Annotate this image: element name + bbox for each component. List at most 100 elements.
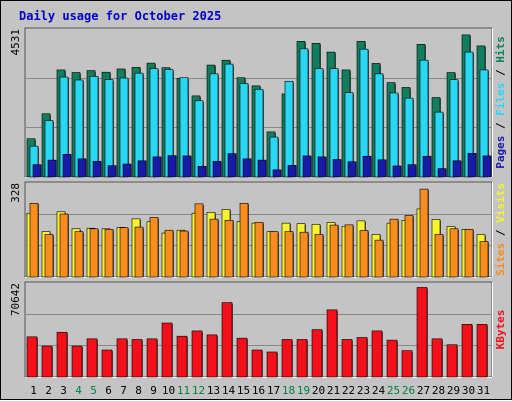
bar-pages [152,156,162,178]
x-tick-label: 1 [30,384,37,397]
bar-kbytes [326,309,338,378]
x-tick-label: 31 [477,384,490,397]
bar-files [194,100,204,178]
bar-sites [374,239,384,278]
x-tick-label: 11 [177,384,190,397]
bar-kbytes [356,337,368,378]
bar-sites [104,229,114,278]
x-tick-label: 25 [387,384,400,397]
legend-visits: Visits [494,183,507,223]
bar-pages [77,158,87,178]
x-tick-label: 8 [135,384,142,397]
bar-pages [122,163,132,178]
x-tick-label: 15 [237,384,250,397]
legend-hits-files-pages: Pages / Files / Hits [494,36,507,169]
x-tick-label: 14 [222,384,236,397]
bar-kbytes [281,339,293,378]
bar-files [389,92,399,178]
bar-pages [137,160,147,178]
bar-sites [314,234,324,278]
bar-kbytes [56,331,68,378]
bar-sites [434,234,444,278]
y-max-label: 70642 [9,283,22,316]
bar-sites [164,229,174,278]
bar-sites [89,228,99,278]
bar-pages [32,164,42,178]
chart-title: Daily usage for October 2025 [19,9,221,23]
bar-kbytes [176,335,188,378]
bar-sites [44,234,54,278]
bar-sites [209,218,219,278]
bar-kbytes [26,336,38,378]
x-tick-label: 22 [342,384,355,397]
bar-kbytes [431,338,443,378]
bar-kbytes [251,349,263,378]
bar-kbytes [131,339,143,378]
bar-pages [197,165,207,178]
bar-kbytes [461,324,473,378]
y-max-label: 328 [9,183,22,203]
bar-sites [299,231,309,278]
x-tick-label: 23 [357,384,370,397]
x-tick-label: 13 [207,384,220,397]
bar-sites [29,202,39,278]
bar-sites [419,188,429,278]
bar-kbytes [401,350,413,378]
x-tick-label: 20 [312,384,325,397]
legend-visits-sites: Sites / Visits [494,183,507,276]
bar-files [284,80,294,178]
legend-separator: / [494,116,507,136]
bar-pages [257,159,267,178]
bar-pages [392,165,402,178]
bar-files [119,77,129,178]
bar-files [434,111,444,178]
bar-pages [377,159,387,178]
bar-pages [227,153,237,178]
x-tick-label: 2 [45,384,52,397]
bar-pages [242,158,252,178]
x-tick-label: 10 [162,384,175,397]
bar-kbytes [341,339,353,378]
bar-sites [149,217,159,278]
x-tick-label: 4 [75,384,82,397]
bar-pages [467,153,477,178]
bar-pages [407,164,417,178]
bar-pages [362,155,372,178]
bar-sites [359,230,369,278]
bar-sites [254,221,264,278]
bar-sites [239,202,249,278]
bar-kbytes [161,322,173,378]
bar-kbytes [206,334,218,378]
bar-pages [347,161,357,178]
x-tick-label: 16 [252,384,265,397]
bar-sites [464,229,474,278]
x-tick-label: 12 [192,384,205,397]
legend-pages: Pages [494,136,507,169]
bar-sites [194,203,204,278]
bar-kbytes [116,338,128,378]
bar-sites [59,213,69,278]
legend-separator: / [494,223,507,243]
x-tick-label: 30 [462,384,475,397]
bar-pages [482,155,492,178]
x-tick-label: 21 [327,384,340,397]
bar-sites [134,226,144,278]
bar-kbytes [146,338,158,378]
bar-sites [329,224,339,278]
bar-pages [317,156,327,178]
bar-pages [212,161,222,178]
x-tick-label: 19 [297,384,310,397]
bar-kbytes [71,345,83,378]
x-tick-label: 28 [432,384,445,397]
bar-sites [404,215,414,278]
bar-kbytes [386,339,398,378]
x-tick-label: 3 [60,384,67,397]
bar-files [104,79,114,178]
bar-pages [302,155,312,178]
bar-sites [74,231,84,278]
legend-sites: Sites [494,243,507,276]
bar-pages [92,161,102,178]
bar-kbytes [86,338,98,378]
